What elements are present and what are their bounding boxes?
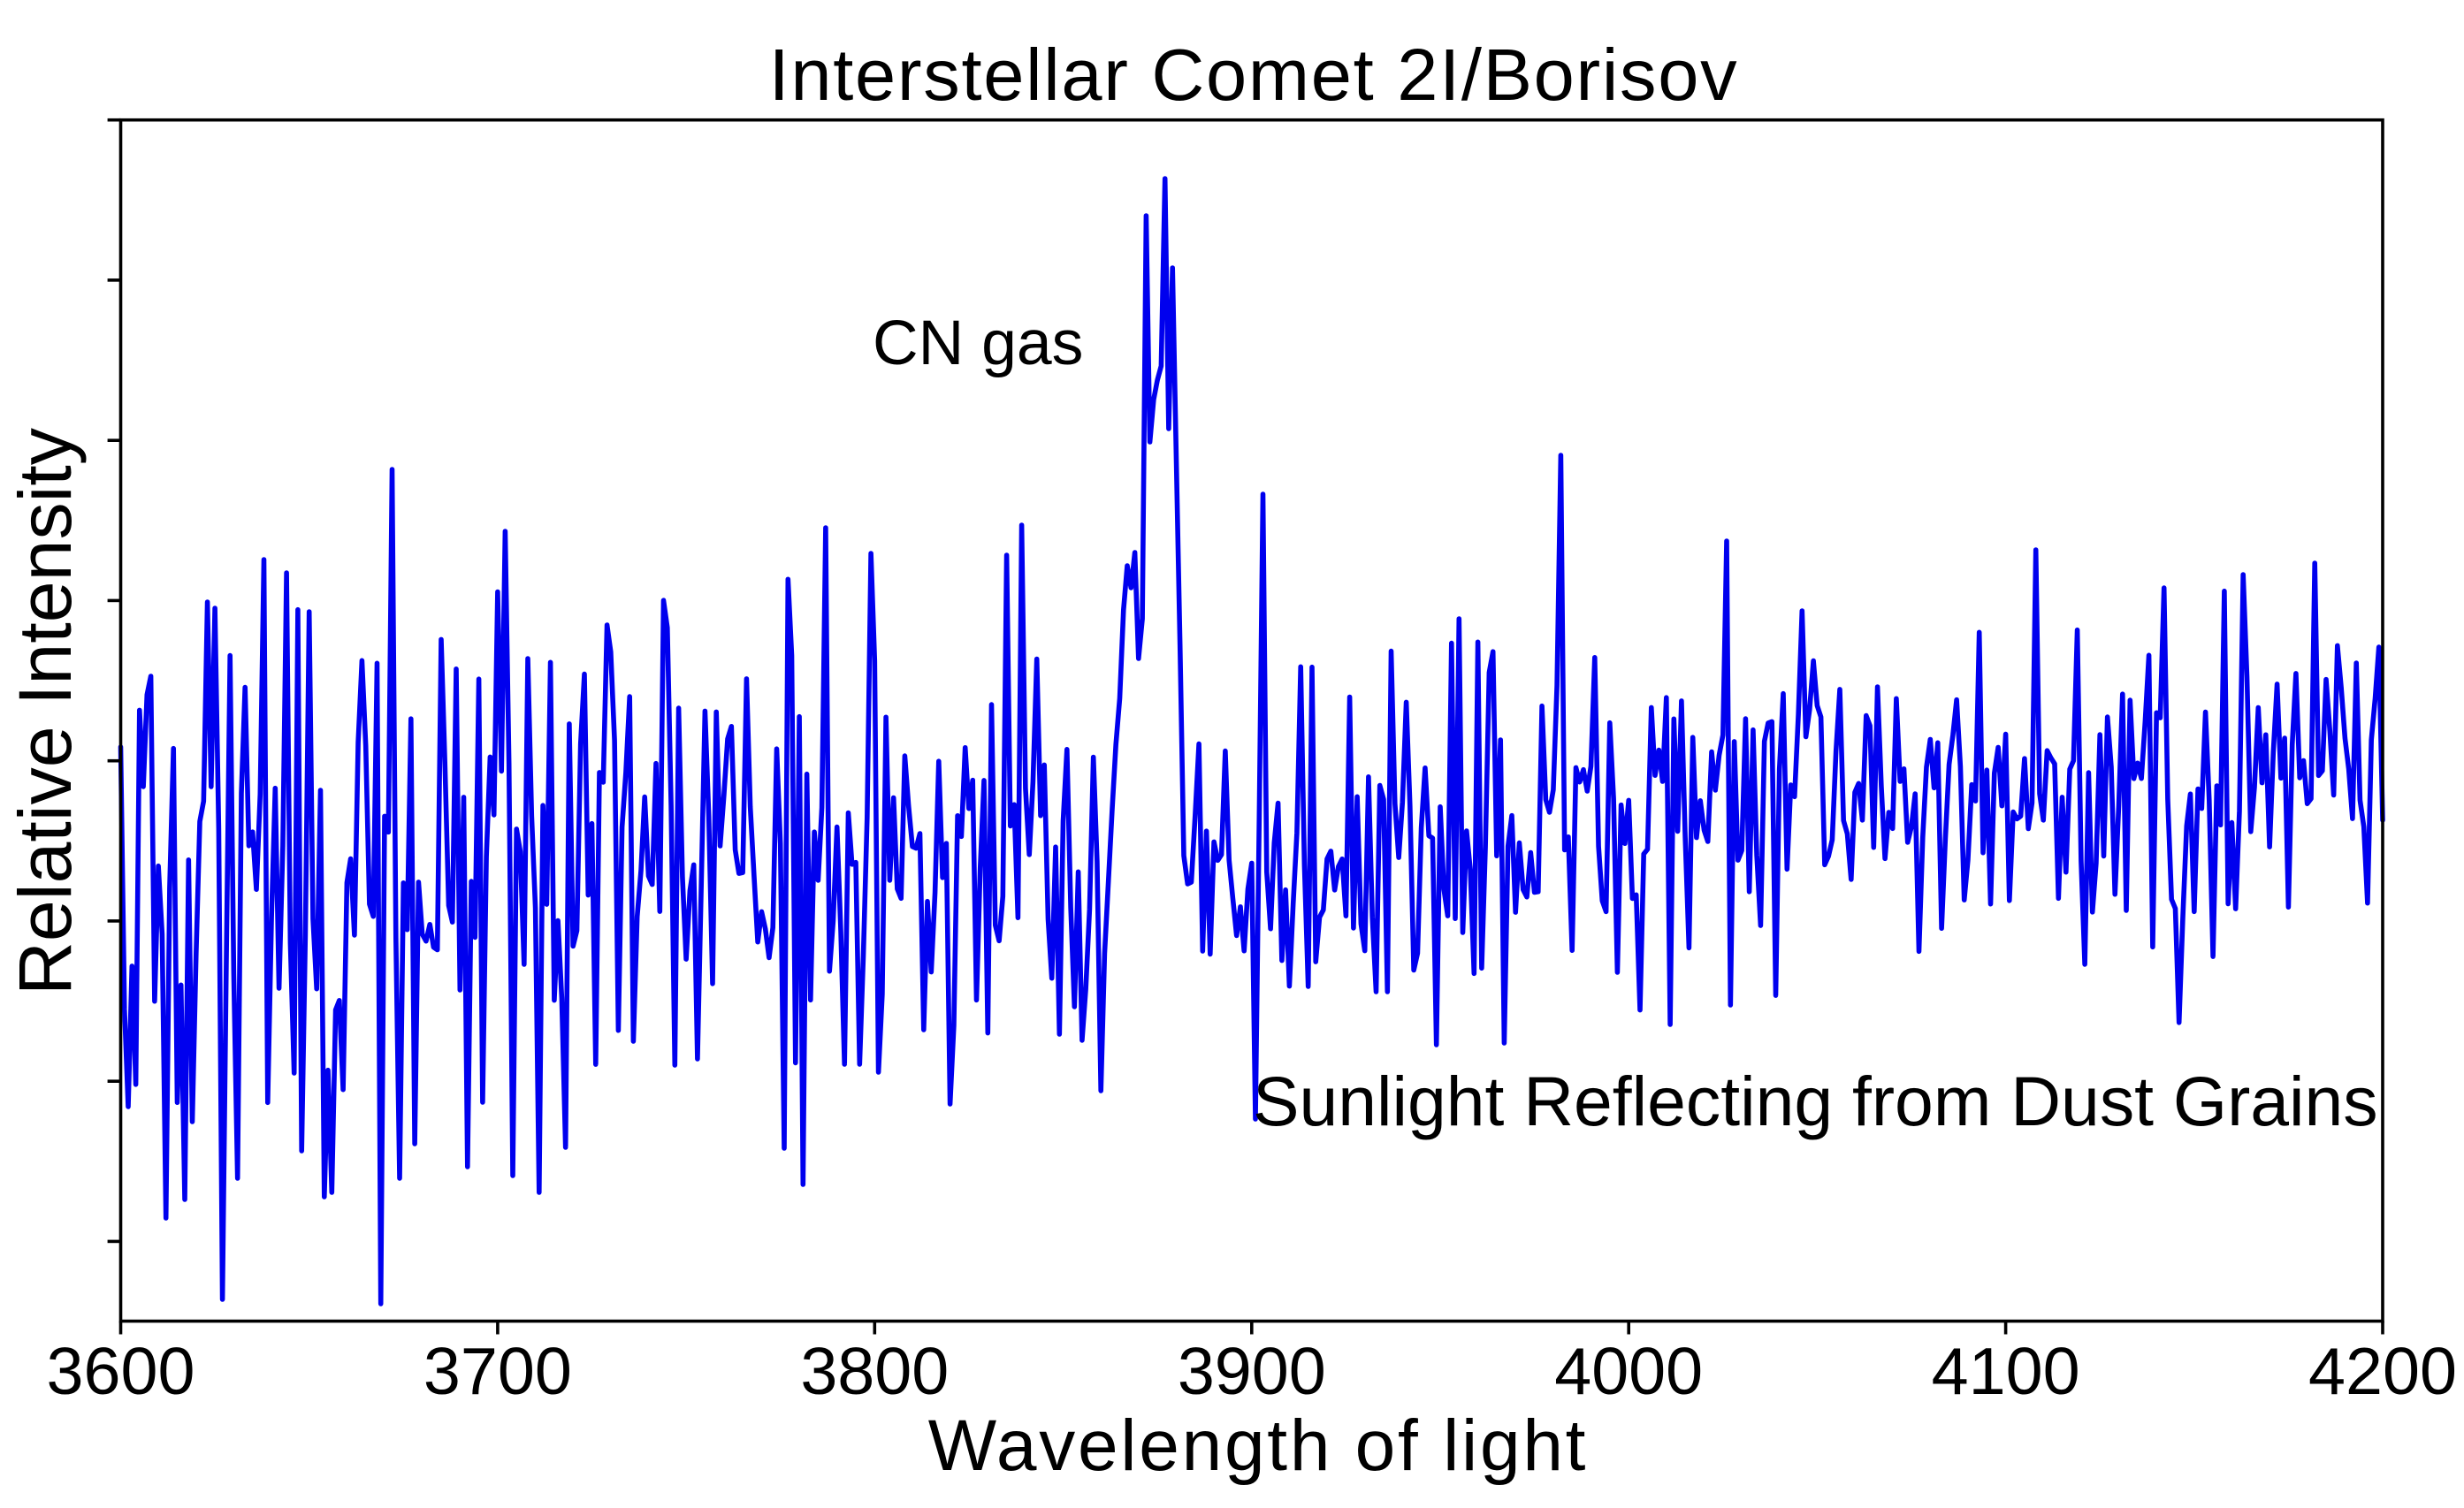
svg-text:Relative Intensity: Relative Intensity — [4, 428, 87, 995]
svg-text:3900: 3900 — [1178, 1334, 1326, 1408]
svg-text:4000: 4000 — [1554, 1334, 1703, 1408]
svg-text:3700: 3700 — [423, 1334, 572, 1408]
svg-text:3600: 3600 — [47, 1334, 195, 1408]
svg-text:Interstellar Comet 2I/Borisov: Interstellar Comet 2I/Borisov — [769, 34, 1739, 116]
svg-text:Wavelength of light: Wavelength of light — [928, 1405, 1588, 1486]
svg-text:4200: 4200 — [2308, 1334, 2457, 1408]
svg-text:4100: 4100 — [1932, 1334, 2080, 1408]
svg-text:CN gas: CN gas — [873, 308, 1083, 378]
svg-text:3800: 3800 — [800, 1334, 949, 1408]
svg-text:Sunlight Reflecting from Dust: Sunlight Reflecting from Dust Grains — [1253, 1062, 2378, 1140]
